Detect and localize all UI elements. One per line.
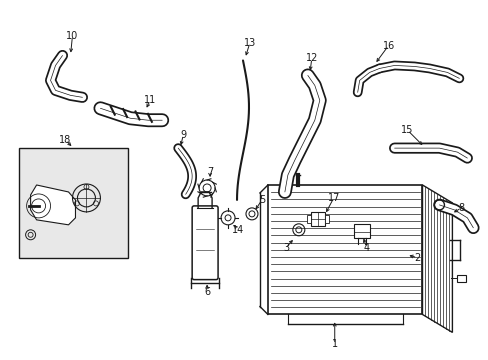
Text: 17: 17 (327, 193, 339, 203)
Text: 13: 13 (244, 37, 256, 48)
Bar (324, 215, 328, 223)
Text: 14: 14 (231, 225, 244, 235)
Text: 12: 12 (305, 54, 317, 63)
Text: 9: 9 (180, 130, 186, 140)
Bar (267, 185, 422, 315)
Text: 11: 11 (144, 95, 156, 105)
Text: 18: 18 (59, 135, 71, 145)
Text: 4: 4 (363, 243, 369, 253)
Text: 1: 1 (331, 339, 337, 349)
Bar (19, 148, 128, 258)
Text: 2: 2 (413, 253, 420, 263)
Text: 6: 6 (203, 287, 210, 297)
Bar (310, 212, 324, 226)
Bar (456, 275, 466, 282)
Text: 10: 10 (66, 31, 79, 41)
Text: 15: 15 (401, 125, 413, 135)
FancyBboxPatch shape (192, 206, 218, 280)
Bar (306, 215, 310, 223)
Bar (353, 224, 369, 238)
Text: 3: 3 (282, 243, 288, 253)
Text: 16: 16 (382, 41, 394, 50)
Text: 8: 8 (457, 203, 464, 213)
Polygon shape (422, 185, 451, 332)
Text: 5: 5 (258, 195, 264, 205)
Polygon shape (31, 185, 75, 225)
Text: 7: 7 (206, 167, 213, 177)
